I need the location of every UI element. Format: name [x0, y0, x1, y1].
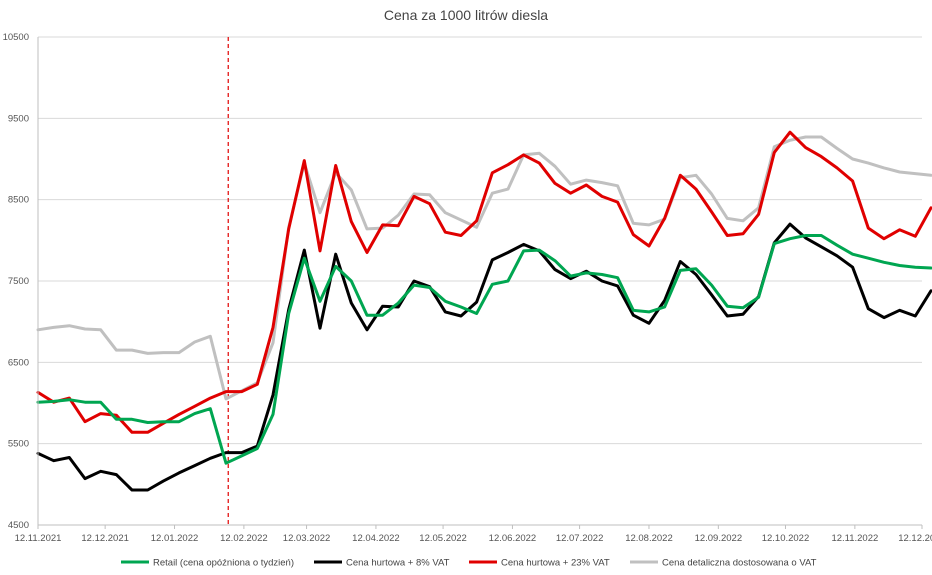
chart-title: Cena za 1000 litrów diesla: [384, 7, 548, 23]
legend-label: Cena detaliczna dostosowana o VAT: [662, 558, 817, 569]
x-tick-label: 12.12.2021: [81, 533, 129, 544]
series-lines: [36, 130, 932, 492]
x-tick-label: 12.06.2022: [489, 533, 537, 544]
x-tick-label: 12.04.2022: [352, 533, 400, 544]
legend-label: Cena hurtowa + 23% VAT: [501, 558, 610, 569]
y-tick-label: 7500: [8, 276, 29, 287]
series-line-1: [36, 222, 932, 492]
x-tick-label: 12.08.2022: [625, 533, 673, 544]
y-tick-label: 5500: [8, 439, 29, 450]
series-line-0: [36, 234, 932, 465]
legend-label: Cena hurtowa + 8% VAT: [346, 558, 450, 569]
series-line-2: [36, 130, 932, 434]
grid-lines: [38, 36, 922, 526]
axes: 4500 5500 6500 7500 8500 9500 10500 12.11.2021 1…: [3, 32, 932, 544]
y-tick-label: 6500: [8, 357, 29, 368]
x-tick-label: 12.02.2022: [220, 533, 268, 544]
legend-label: Retail (cena opóźniona o tydzień): [153, 558, 294, 569]
x-tick-label: 12.11.2021: [15, 533, 62, 544]
y-tick-label: 9500: [8, 113, 29, 124]
legend: Retail (cena opóźniona o tydzień) Cena hu…: [121, 558, 817, 569]
y-tick-label: 10500: [3, 32, 29, 43]
x-tick-label: 12.07.2022: [556, 533, 604, 544]
x-tick-label: 12.01.2022: [151, 533, 199, 544]
y-tick-label: 4500: [8, 520, 29, 531]
x-tick-label: 12.11.2022: [831, 533, 878, 544]
series-line-3: [36, 135, 932, 401]
x-tick-label: 12.03.2022: [283, 533, 331, 544]
y-tick-label: 8500: [8, 195, 29, 206]
x-tick-label: 12.05.2022: [419, 533, 467, 544]
x-tick-label: 12.10.2022: [762, 533, 810, 544]
x-tick-label: 12.12.2022: [898, 533, 932, 544]
x-tick-label: 12.09.2022: [695, 533, 743, 544]
